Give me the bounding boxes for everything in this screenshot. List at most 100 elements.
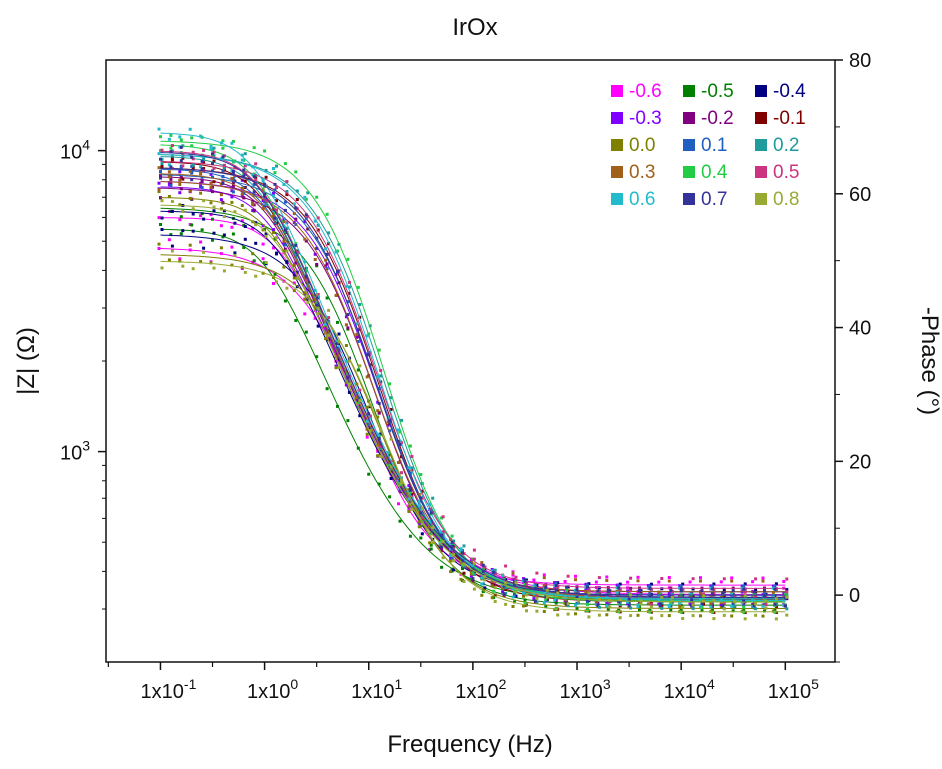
phase-point (212, 231, 216, 235)
phase-point (167, 258, 171, 262)
phase-point (273, 188, 277, 192)
impedance-point (773, 602, 777, 606)
phase-point (626, 580, 630, 584)
impedance-point (618, 598, 622, 602)
phase-point (452, 568, 456, 572)
impedance-point (199, 181, 203, 185)
phase-point (481, 567, 485, 571)
impedance-point (199, 170, 203, 174)
impedance-point (344, 369, 348, 373)
phase-point (365, 435, 369, 439)
impedance-point (273, 216, 277, 220)
impedance-point (240, 186, 244, 190)
phase-point (315, 195, 319, 199)
impedance-point (243, 208, 247, 212)
phase-point (449, 554, 453, 557)
phase-point (209, 185, 213, 189)
phase-point (285, 180, 289, 183)
impedance-point (523, 578, 527, 582)
impedance-point (233, 221, 237, 225)
impedance-point (585, 603, 589, 607)
phase-point (365, 334, 369, 338)
impedance-point (615, 591, 619, 595)
phase-point (419, 496, 423, 500)
phase-point (240, 192, 244, 196)
phase-fit-line (160, 248, 786, 586)
phase-point (535, 609, 539, 613)
right-y-tick-label: 40 (849, 318, 871, 340)
phase-point (181, 264, 185, 268)
phase-point (336, 269, 339, 273)
impedance-point (313, 288, 317, 292)
impedance-point (461, 554, 464, 558)
impedance-point (261, 207, 265, 211)
phase-point (200, 212, 204, 216)
legend-entry: -0.2 (683, 108, 734, 129)
phase-point (379, 369, 383, 372)
phase-point (709, 595, 713, 599)
phase-point (292, 212, 296, 216)
phase-point (346, 257, 350, 261)
impedance-point (681, 605, 685, 609)
phase-point (316, 296, 320, 300)
impedance-point (504, 586, 508, 590)
impedance-point (264, 202, 268, 206)
impedance-point (243, 179, 247, 183)
impedance-fit-line (160, 144, 786, 602)
phase-point (252, 183, 256, 186)
impedance-point (407, 510, 411, 513)
phase-point (209, 147, 213, 151)
impedance-point (480, 576, 484, 580)
phase-point (230, 245, 234, 249)
impedance-point (272, 246, 275, 250)
phase-point (377, 348, 381, 352)
phase-point (450, 556, 454, 560)
phase-point (722, 587, 726, 591)
phase-point (263, 182, 267, 186)
impedance-point (752, 590, 756, 594)
phase-point (304, 213, 308, 217)
phase-point (419, 473, 423, 476)
phase-point (618, 582, 622, 586)
impedance-point (472, 557, 476, 561)
phase-point (608, 599, 612, 602)
phase-point (313, 219, 317, 223)
impedance-point (629, 593, 633, 597)
phase-point (367, 353, 371, 357)
phase-point (681, 582, 685, 586)
x-tick-label: 1x101 (351, 676, 402, 703)
impedance-point (231, 232, 235, 236)
phase-point (316, 223, 320, 227)
impedance-point (639, 602, 643, 606)
phase-point (355, 382, 359, 386)
impedance-point (533, 586, 537, 590)
phase-point (636, 613, 640, 617)
phase-point (160, 266, 164, 270)
impedance-point (649, 605, 653, 609)
phase-point (667, 605, 671, 609)
impedance-point (398, 483, 402, 487)
phase-point (304, 216, 308, 220)
phase-point (283, 200, 287, 204)
impedance-point (344, 380, 348, 384)
phase-point (428, 525, 432, 528)
phase-point (365, 375, 369, 379)
impedance-point (211, 152, 214, 156)
impedance-point (699, 597, 702, 601)
phase-point (542, 610, 546, 613)
phase-point (157, 152, 161, 156)
phase-point (754, 577, 758, 581)
phase-point (221, 139, 225, 143)
impedance-point (230, 225, 234, 229)
impedance-point (587, 589, 591, 593)
phase-point (417, 493, 421, 497)
impedance-point (304, 269, 308, 273)
phase-point (710, 584, 714, 588)
legend-entry: 0.6 (611, 189, 655, 210)
impedance-point (304, 275, 308, 279)
legend-label: -0.2 (701, 108, 734, 129)
legend-swatch (683, 166, 695, 178)
phase-point (273, 171, 277, 175)
phase-point (388, 419, 392, 423)
phase-point (316, 216, 320, 220)
